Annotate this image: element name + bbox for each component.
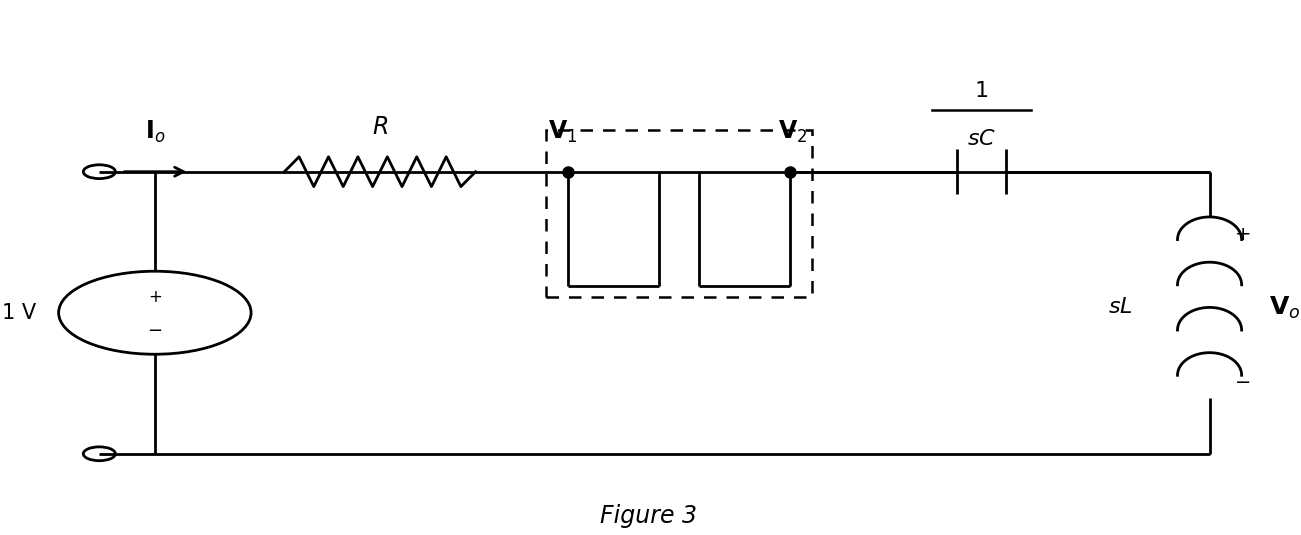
Text: $\mathbf{V}_1$: $\mathbf{V}_1$ bbox=[549, 119, 578, 145]
Text: 1: 1 bbox=[974, 81, 989, 101]
Text: 1 V: 1 V bbox=[3, 303, 36, 323]
Text: $sL$: $sL$ bbox=[1108, 297, 1133, 317]
Text: $\mathbf{I}_o$: $\mathbf{I}_o$ bbox=[146, 119, 165, 145]
Text: $+$: $+$ bbox=[1235, 225, 1250, 244]
Text: $+$: $+$ bbox=[148, 288, 161, 306]
Text: $R$: $R$ bbox=[372, 114, 388, 139]
Text: $\mathbf{V}_o$: $\mathbf{V}_o$ bbox=[1268, 294, 1300, 320]
Text: $-$: $-$ bbox=[1235, 371, 1250, 390]
Text: $sC$: $sC$ bbox=[967, 129, 995, 149]
Text: $-$: $-$ bbox=[147, 320, 163, 338]
Bar bbox=[546, 130, 812, 297]
Text: Figure 3: Figure 3 bbox=[600, 505, 697, 528]
Text: $\mathbf{V}_2$: $\mathbf{V}_2$ bbox=[778, 119, 808, 145]
